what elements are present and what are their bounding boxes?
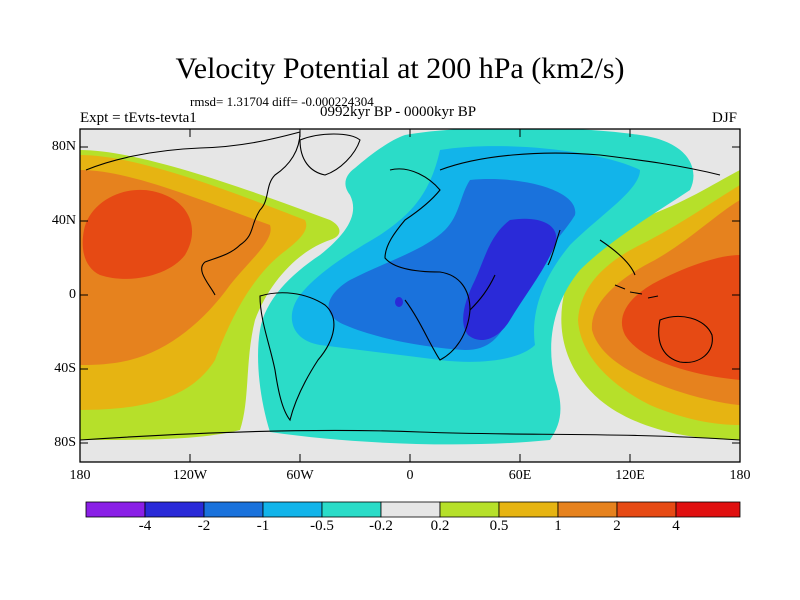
- period-label: 0992kyr BP - 0000kyr BP: [320, 104, 477, 120]
- lat-label-0: 0: [69, 287, 76, 302]
- velocity-potential-field: [80, 129, 740, 462]
- lon-label-0: 0: [406, 468, 414, 483]
- colorbar-label: -1: [256, 518, 270, 534]
- experiment-label: Expt = tEvts-tevta1: [80, 110, 197, 126]
- lat-label-80n: 80N: [51, 139, 76, 154]
- lon-label-60w: 60W: [286, 468, 314, 483]
- season-label: DJF: [712, 110, 738, 126]
- lon-label-180e: 180: [729, 468, 751, 483]
- south-america-coast: [259, 292, 335, 422]
- colorbar-label: 0.2: [430, 518, 450, 534]
- colorbar-label: -4: [138, 518, 152, 534]
- negative-lobe-spot: [395, 297, 403, 307]
- lon-label-60e: 60E: [508, 468, 532, 483]
- colorbar-box-8: [557, 501, 618, 518]
- europe-africa-coast: [384, 168, 496, 361]
- colorbar-box-0: [85, 501, 146, 518]
- colorbar-box-1: [144, 501, 205, 518]
- colorbar-box-10: [675, 501, 741, 518]
- stats-text: rmsd= 1.31704 diff= -0.000224304: [190, 94, 374, 109]
- lon-label-180w: 180: [69, 468, 91, 483]
- colorbar-label: 2: [613, 518, 621, 534]
- positive-lobe-west-core: [82, 189, 193, 279]
- lat-ticks: [80, 146, 740, 444]
- lon-label-120w: 120W: [172, 468, 208, 483]
- colorbar-box-6: [439, 501, 500, 518]
- colorbar-label: -0.2: [369, 518, 393, 534]
- greenland-coast: [299, 133, 361, 176]
- colorbar-box-5: [380, 501, 441, 518]
- colorbar-box-2: [203, 501, 264, 518]
- colorbar-box-3: [262, 501, 323, 518]
- lat-label-40n: 40N: [51, 213, 76, 228]
- colorbar-box-4: [321, 501, 382, 518]
- coastlines: [80, 131, 740, 441]
- asia-coast: [439, 152, 721, 276]
- lat-label-40s: 40S: [54, 361, 76, 376]
- colorbar-box-7: [498, 501, 559, 518]
- lon-label-120e: 120E: [615, 468, 645, 483]
- colorbar-label: -2: [197, 518, 211, 534]
- colorbar-box-9: [616, 501, 677, 518]
- negative-lobe-core: [463, 218, 557, 340]
- north-america-coast: [85, 131, 301, 296]
- colorbar-label: -0.5: [310, 518, 334, 534]
- map-title: Velocity Potential at 200 hPa (km2/s): [175, 52, 625, 85]
- antarctica-coast: [80, 429, 740, 441]
- lat-label-80s: 80S: [54, 435, 76, 450]
- indonesia-islands: [614, 284, 659, 299]
- lon-ticks: [189, 129, 631, 462]
- colorbar-label: 0.5: [489, 518, 509, 534]
- colorbar-label: 1: [554, 518, 562, 534]
- australia-coast: [658, 316, 713, 363]
- colorbar-label: 4: [672, 518, 680, 534]
- colorbar: [85, 501, 741, 518]
